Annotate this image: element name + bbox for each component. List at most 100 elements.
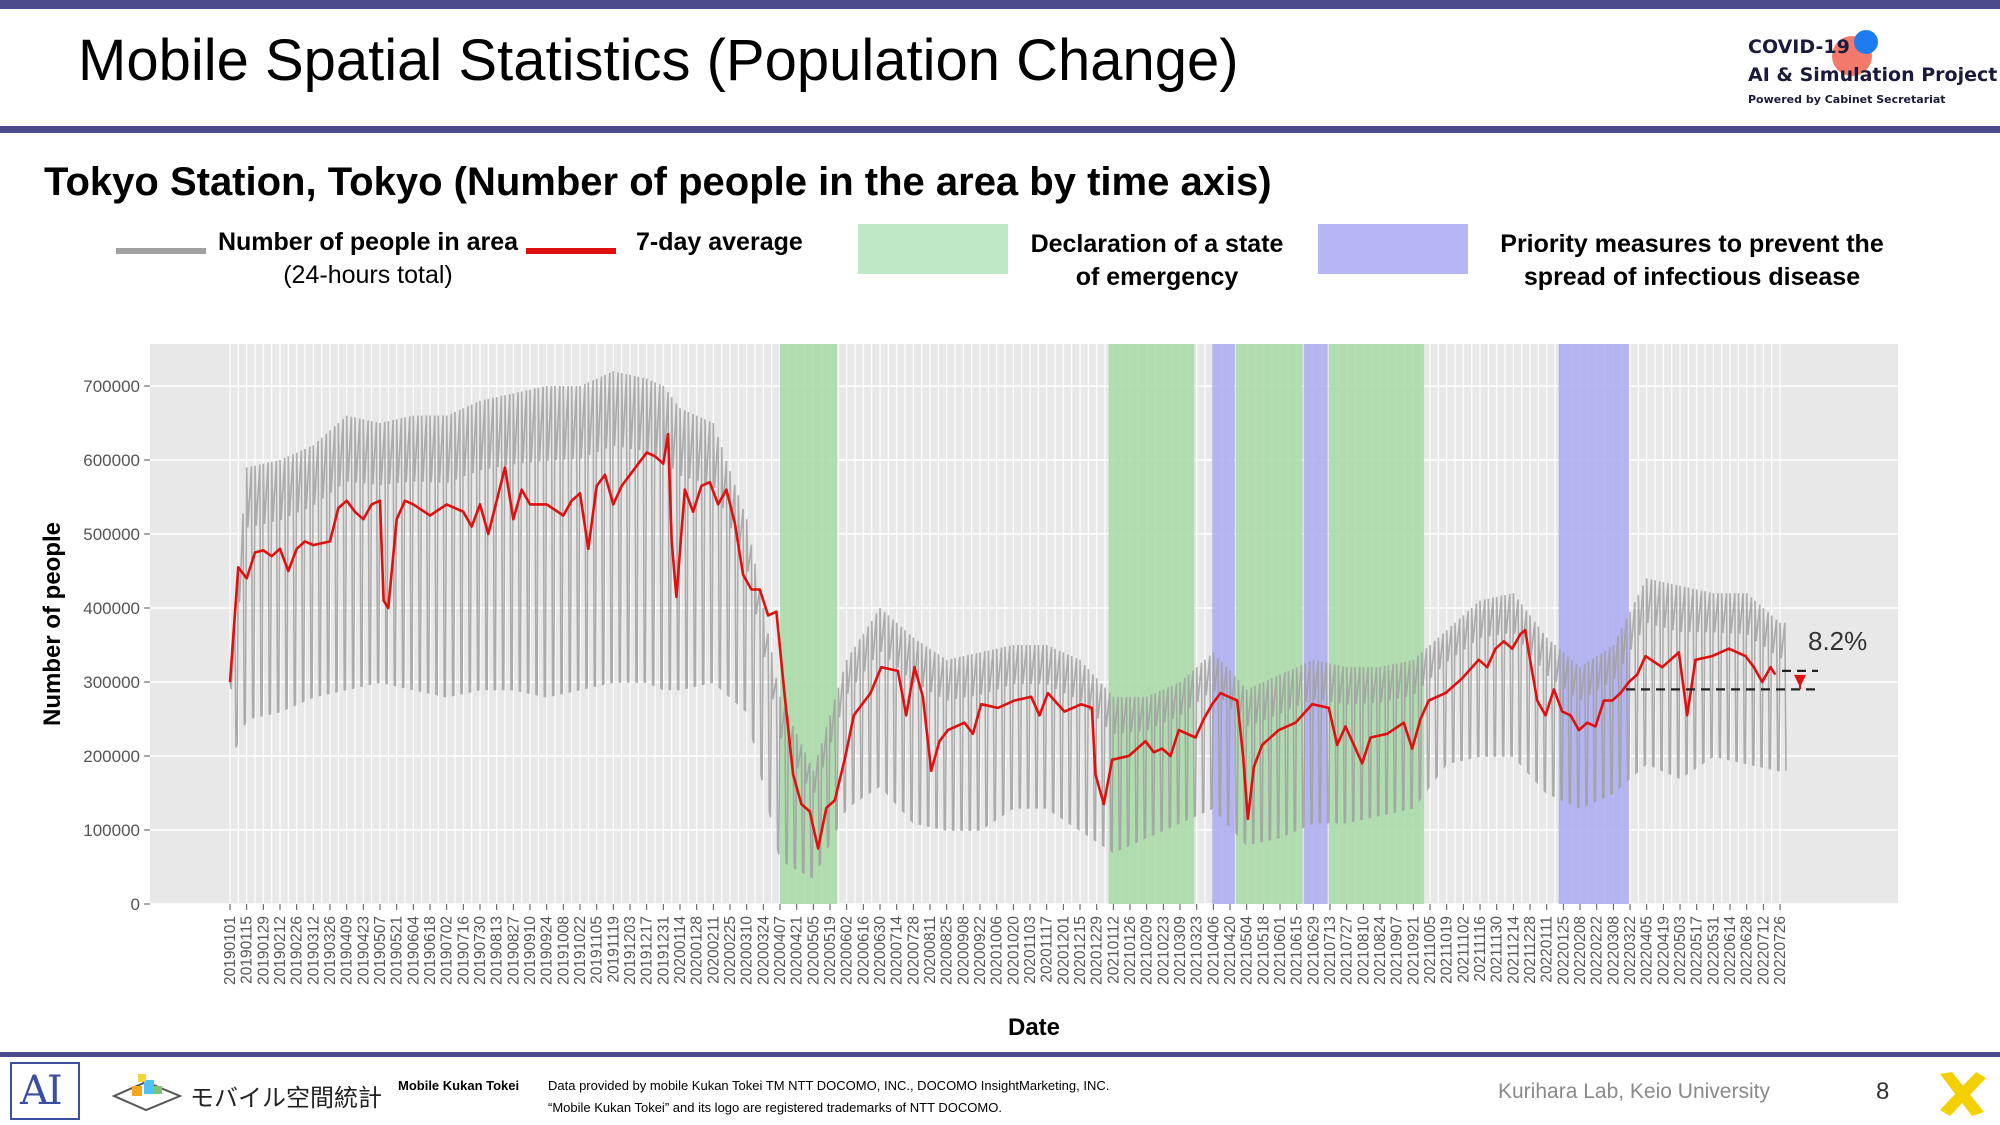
x-tick-label: 20211228 — [1522, 916, 1539, 984]
kukan-cube-icon — [111, 1074, 183, 1112]
x-tick-label: 20200630 — [872, 916, 889, 985]
x-tick-label: 20200421 — [789, 916, 806, 985]
x-tick-label: 20220517 — [1689, 916, 1706, 985]
x-tick-label: 20191231 — [655, 916, 672, 985]
x-tick-label: 20190604 — [405, 916, 422, 985]
x-tick-label: 20200728 — [905, 916, 922, 985]
x-tick-label: 20191203 — [622, 916, 639, 985]
x-tick-label: 20200225 — [722, 916, 739, 985]
legend-daily-label: Number of people in area (24-hours total… — [216, 226, 520, 292]
x-tick-label: 20220125 — [1555, 916, 1572, 985]
logo-line-3: Powered by Cabinet Secretariat — [1748, 93, 1946, 106]
legend-emergency-line1: Declaration of a state — [1030, 230, 1284, 258]
legend-daily-title: Number of people in area — [217, 228, 519, 256]
x-tick-label: 20200922 — [972, 916, 989, 985]
population-chart: 0 100000 200000 300000 400000 500000 600000 700… — [39, 344, 1898, 1041]
x-tick-label: 20220614 — [1722, 916, 1739, 985]
legend-emergency-label: Declaration of a state of emergency — [1012, 228, 1302, 294]
x-tick-label: 20200407 — [772, 916, 789, 985]
x-tick-label: 20191105 — [589, 916, 606, 984]
x-tick-label: 20190702 — [439, 916, 456, 985]
x-tick-label: 20210727 — [1339, 916, 1356, 985]
x-tick-label: 20220405 — [1639, 916, 1656, 985]
page-number: 8 — [1876, 1078, 1890, 1105]
x-tick-label: 20190409 — [339, 916, 356, 985]
change-percent-annotation: 8.2% — [1808, 626, 1867, 656]
legend-avg-swatch — [526, 248, 616, 254]
x-tick-label: 20210406 — [1205, 916, 1222, 985]
x-tick-label: 20210504 — [1239, 916, 1256, 985]
x-tick-label: 20220419 — [1655, 916, 1672, 985]
x-tick-label: 20191119 — [605, 916, 622, 983]
y-tick-label: 300000 — [83, 673, 140, 692]
x-tick-label: 20190226 — [289, 916, 306, 985]
x-tick-label: 20200114 — [672, 916, 689, 984]
x-tick-label: 20190813 — [489, 916, 506, 985]
x-brand-icon — [1940, 1072, 1986, 1116]
x-tick-label: 20210713 — [1322, 916, 1339, 985]
x-tick-label: 20201215 — [1072, 916, 1089, 985]
legend-daily-sublabel: (24-hours total) — [283, 261, 453, 289]
kurihara-lab-logo: AI — [10, 1062, 80, 1120]
x-tick-label: 20220503 — [1672, 916, 1689, 985]
x-tick-label: 20200310 — [739, 916, 756, 985]
x-tick-label: 20210601 — [1272, 916, 1289, 985]
logo-line-2: AI & Simulation Project — [1748, 64, 1998, 86]
x-tick-label: 20190101 — [222, 916, 239, 985]
x-tick-label: 20191022 — [572, 916, 589, 985]
x-tick-label: 20190129 — [255, 916, 272, 985]
x-tick-label: 20190910 — [522, 916, 539, 985]
y-axis-label: Number of people — [39, 522, 66, 726]
x-tick-label: 20220531 — [1705, 916, 1722, 985]
x-tick-label: 20220322 — [1622, 916, 1639, 985]
x-tick-label: 20211116 — [1472, 916, 1489, 982]
x-tick-label: 20190827 — [505, 916, 522, 985]
x-tick-label: 20220208 — [1572, 916, 1589, 985]
x-tick-label: 20210223 — [1155, 916, 1172, 985]
x-tick-label: 20210907 — [1389, 916, 1406, 985]
title-divider — [0, 126, 2000, 133]
x-tick-label: 20200616 — [855, 916, 872, 985]
x-tick-label: 20211214 — [1505, 916, 1522, 984]
x-tick-label: 20200324 — [755, 916, 772, 985]
y-tick-label: 500000 — [83, 525, 140, 544]
x-tick-label: 20220222 — [1589, 916, 1606, 985]
x-tick-label: 20211005 — [1422, 916, 1439, 984]
legend-emergency-line2: of emergency — [1075, 263, 1239, 291]
x-tick-label: 20211019 — [1439, 916, 1456, 984]
x-tick-label: 20201229 — [1089, 916, 1106, 985]
x-tick-label: 20200908 — [955, 916, 972, 985]
kukan-logo-text: モバイル空間統計 — [190, 1084, 382, 1112]
logo-blue-dot — [1854, 30, 1878, 54]
top-accent-bar — [0, 0, 2000, 9]
x-tick-label: 20220111 — [1539, 916, 1556, 983]
x-tick-label: 20200602 — [839, 916, 856, 985]
mobile-kukan-tokei-logo: モバイル空間統計 — [110, 1070, 382, 1114]
x-tick-label: 20191008 — [555, 916, 572, 985]
legend-daily-swatch — [116, 248, 206, 254]
emergency-period-band — [1108, 344, 1195, 904]
covid-ai-project-logo: COVID-19 AI & Simulation Project Powered… — [1748, 30, 1997, 115]
x-tick-label: 20210629 — [1305, 916, 1322, 985]
priority-measures-band — [1303, 344, 1328, 904]
seven-day-average-line — [228, 432, 1777, 850]
x-tick-label: 20210810 — [1355, 916, 1372, 985]
x-tick-label: 20210112 — [1105, 916, 1122, 984]
x-tick-label: 20210518 — [1255, 916, 1272, 985]
x-tick-label: 20220628 — [1739, 916, 1756, 985]
x-tick-label: 20190212 — [272, 916, 289, 985]
x-tick-label: 20201006 — [989, 916, 1006, 985]
chart-subtitle: Tokyo Station, Tokyo (Number of people i… — [44, 160, 1272, 204]
legend-avg-label: 7-day average — [636, 228, 803, 256]
x-axis-label: Date — [1008, 1014, 1060, 1041]
x-tick-label: 20211102 — [1455, 916, 1472, 983]
x-tick-label: 20210323 — [1189, 916, 1206, 985]
footer-brand: Mobile Kukan Tokei — [398, 1078, 520, 1093]
legend-priority-line1: Priority measures to prevent the — [1500, 230, 1884, 258]
emergency-period-band — [1328, 344, 1425, 904]
x-tick-label: 20210615 — [1289, 916, 1306, 985]
y-tick-label: 700000 — [83, 377, 140, 396]
legend-priority-label: Priority measures to prevent the spread … — [1472, 228, 1912, 294]
y-tick-label: 600000 — [83, 451, 140, 470]
x-tick-label: 20210824 — [1372, 916, 1389, 985]
